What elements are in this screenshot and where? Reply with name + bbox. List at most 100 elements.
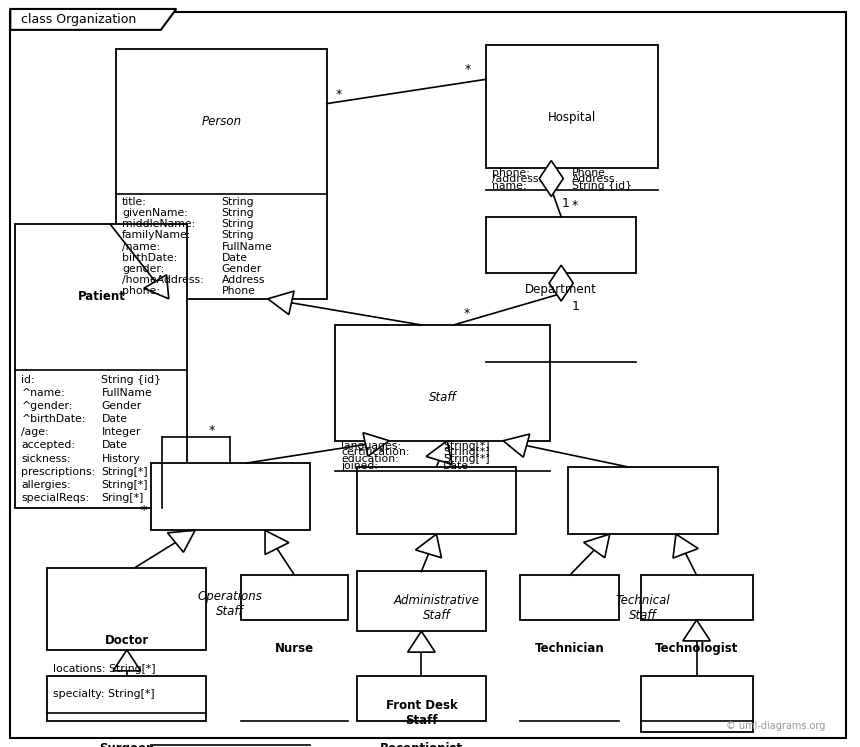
Text: String[*]: String[*] bbox=[443, 441, 489, 450]
Text: *: * bbox=[571, 199, 578, 212]
Text: String[*]: String[*] bbox=[443, 447, 489, 457]
Polygon shape bbox=[673, 534, 698, 558]
Text: sickness:: sickness: bbox=[22, 453, 71, 464]
Text: *: * bbox=[208, 424, 215, 437]
Polygon shape bbox=[683, 620, 710, 641]
Polygon shape bbox=[168, 530, 195, 552]
Polygon shape bbox=[415, 534, 441, 558]
Text: FullName: FullName bbox=[101, 388, 152, 398]
FancyBboxPatch shape bbox=[641, 575, 752, 620]
Text: ^birthDate:: ^birthDate: bbox=[22, 414, 86, 424]
Text: Administrative
Staff: Administrative Staff bbox=[393, 594, 479, 622]
Text: ^name:: ^name: bbox=[22, 388, 65, 398]
Text: phone:: phone: bbox=[492, 168, 530, 178]
Text: Gender: Gender bbox=[222, 264, 261, 273]
Text: class Organization: class Organization bbox=[21, 13, 136, 26]
Text: Address: Address bbox=[222, 275, 265, 285]
Text: joined:: joined: bbox=[341, 461, 378, 471]
Text: birthDate:: birthDate: bbox=[122, 252, 177, 262]
FancyBboxPatch shape bbox=[241, 575, 348, 620]
Text: givenName:: givenName: bbox=[122, 208, 188, 218]
Text: String: String bbox=[222, 220, 254, 229]
Text: familyName:: familyName: bbox=[122, 231, 192, 241]
FancyBboxPatch shape bbox=[357, 571, 486, 631]
Text: Department: Department bbox=[525, 283, 597, 296]
Text: allergies:: allergies: bbox=[22, 480, 71, 490]
FancyBboxPatch shape bbox=[568, 467, 718, 534]
Text: Date: Date bbox=[222, 252, 248, 262]
FancyBboxPatch shape bbox=[486, 45, 658, 168]
Polygon shape bbox=[539, 161, 563, 196]
Text: History: History bbox=[101, 453, 140, 464]
FancyBboxPatch shape bbox=[15, 224, 187, 508]
Text: String: String bbox=[222, 231, 254, 241]
Text: String[*]: String[*] bbox=[101, 480, 148, 490]
Text: /address:: /address: bbox=[492, 174, 542, 185]
FancyBboxPatch shape bbox=[116, 49, 327, 299]
Text: accepted:: accepted: bbox=[22, 441, 76, 450]
Text: Operations
Staff: Operations Staff bbox=[198, 590, 262, 619]
Polygon shape bbox=[144, 275, 169, 299]
Text: *: * bbox=[464, 63, 470, 76]
Text: Technician: Technician bbox=[535, 642, 605, 654]
Text: *: * bbox=[335, 87, 341, 101]
Text: Nurse: Nurse bbox=[275, 642, 314, 654]
Text: Doctor: Doctor bbox=[105, 634, 149, 647]
Text: certification:: certification: bbox=[341, 447, 410, 457]
Text: *: * bbox=[464, 308, 470, 320]
Text: id:: id: bbox=[22, 375, 35, 385]
Polygon shape bbox=[114, 650, 140, 671]
FancyBboxPatch shape bbox=[520, 575, 619, 620]
Text: ^gender:: ^gender: bbox=[22, 401, 73, 411]
Polygon shape bbox=[427, 441, 452, 465]
Text: /name:: /name: bbox=[122, 241, 160, 252]
FancyBboxPatch shape bbox=[357, 467, 516, 534]
Text: Technical
Staff: Technical Staff bbox=[616, 594, 670, 622]
Text: Person: Person bbox=[201, 115, 242, 128]
Polygon shape bbox=[363, 433, 389, 456]
Text: Technologist: Technologist bbox=[655, 642, 738, 654]
Text: Integer: Integer bbox=[101, 427, 141, 437]
Polygon shape bbox=[408, 631, 435, 652]
Text: *: * bbox=[140, 504, 146, 517]
Text: Address: Address bbox=[572, 174, 616, 185]
Polygon shape bbox=[10, 9, 176, 30]
Text: Sring[*]: Sring[*] bbox=[101, 493, 144, 503]
Text: String {id}: String {id} bbox=[101, 375, 162, 385]
Text: /age:: /age: bbox=[22, 427, 49, 437]
Text: languages:: languages: bbox=[341, 441, 402, 450]
Polygon shape bbox=[503, 434, 530, 457]
Polygon shape bbox=[584, 534, 610, 558]
Text: Phone: Phone bbox=[222, 285, 255, 296]
Polygon shape bbox=[549, 265, 573, 301]
Text: phone:: phone: bbox=[122, 285, 160, 296]
Polygon shape bbox=[265, 530, 289, 554]
Text: name:: name: bbox=[492, 181, 526, 190]
Text: String[*]: String[*] bbox=[443, 454, 489, 464]
Text: Date: Date bbox=[101, 441, 127, 450]
FancyBboxPatch shape bbox=[10, 12, 846, 738]
Text: /homeAddress:: /homeAddress: bbox=[122, 275, 204, 285]
Text: © uml-diagrams.org: © uml-diagrams.org bbox=[726, 721, 826, 731]
Text: Hospital: Hospital bbox=[548, 111, 596, 124]
Text: Date: Date bbox=[443, 461, 469, 471]
Text: specialReqs:: specialReqs: bbox=[22, 493, 89, 503]
FancyBboxPatch shape bbox=[357, 676, 486, 721]
Text: specialty: String[*]: specialty: String[*] bbox=[53, 689, 155, 699]
Text: locations: String[*]: locations: String[*] bbox=[53, 664, 156, 674]
Text: 1: 1 bbox=[571, 300, 580, 313]
Text: education:: education: bbox=[341, 454, 399, 464]
Text: middleName:: middleName: bbox=[122, 220, 195, 229]
Polygon shape bbox=[267, 291, 294, 314]
FancyBboxPatch shape bbox=[47, 676, 206, 721]
Text: Receptionist: Receptionist bbox=[380, 743, 463, 747]
Text: Surgeon: Surgeon bbox=[99, 743, 155, 747]
FancyBboxPatch shape bbox=[150, 463, 310, 530]
Text: String: String bbox=[222, 197, 254, 208]
Text: 1: 1 bbox=[562, 197, 569, 210]
Text: title:: title: bbox=[122, 197, 147, 208]
FancyBboxPatch shape bbox=[47, 568, 206, 650]
Text: Staff: Staff bbox=[429, 391, 457, 404]
Text: Gender: Gender bbox=[101, 401, 142, 411]
Text: gender:: gender: bbox=[122, 264, 164, 273]
